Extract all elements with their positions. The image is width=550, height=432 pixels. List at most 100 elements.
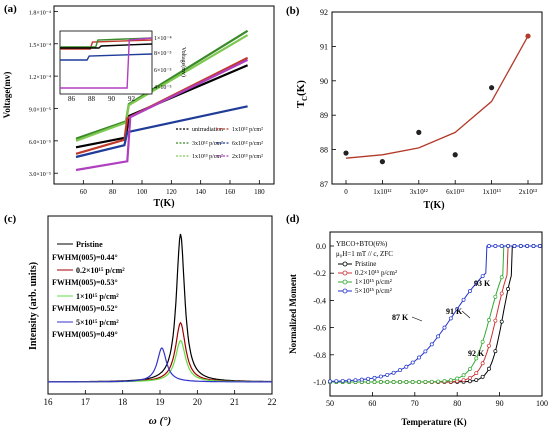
d-series-marker (442, 325, 447, 330)
d-series-marker (417, 379, 421, 384)
a-series-line (75, 58, 249, 172)
a-series-line (75, 34, 249, 142)
d-ytick-label: -1.0 (313, 378, 326, 387)
panel-b-points (343, 33, 531, 165)
b-xtick-label: 1x10¹³ (482, 188, 500, 196)
a-xtick-label: 180 (254, 188, 265, 196)
c-xtick-label: 22 (268, 397, 277, 407)
inset-ytick-2: 6×10⁻⁵ (154, 68, 172, 74)
d-series-marker (531, 244, 536, 248)
legend-label-1e15: 1×10¹⁵ p/cm² (76, 292, 119, 301)
inset-xtick-86: 86 (68, 95, 76, 103)
panel-a-inset: 86 88 90 92 1×10⁻⁴ 8×10⁻⁵ 6×10⁻⁵ 4×10⁻⁵ … (59, 30, 187, 103)
d-series-marker (378, 380, 383, 384)
d-series-marker (474, 371, 479, 375)
panel-c-legend: Pristine FWHM(005)=0.44° 0.2×10¹⁵ p/cm² … (52, 240, 125, 339)
b-ytick-label: 88 (320, 146, 328, 155)
inset-line (60, 53, 153, 61)
d-series-marker (467, 289, 472, 294)
b-ytick-label: 91 (320, 42, 328, 51)
legend-label-d-5e15: 5×10¹⁵ p/cm² (355, 287, 392, 295)
legend-marker-d-1e15 (342, 279, 348, 285)
d-series-marker (480, 374, 485, 379)
legend-label-6e12: 6x10¹² p/cm² (232, 141, 263, 147)
panel-d-header-2: μ₀H=1 mT // c, ZFC (336, 250, 393, 258)
d-series-marker (410, 380, 415, 384)
b-xtick-label: 3x10¹² (410, 188, 428, 196)
d-series-marker (493, 349, 498, 354)
d-series-marker (366, 376, 371, 381)
annotation-87k: 87 K (392, 313, 409, 322)
legend-label-1e12: 1x10¹² p/cm² (232, 127, 263, 133)
panel-d-label: (d) (286, 213, 300, 225)
panel-c-xlabel: ω (°) (149, 415, 171, 427)
panel-d-xlabel: Temperature (K) (401, 417, 466, 427)
d-series-marker (391, 380, 396, 384)
c-xtick-label: 19 (156, 397, 166, 407)
panel-c-series (48, 233, 273, 383)
inset-ytick-1: 8×10⁻⁵ (154, 51, 172, 57)
d-series-marker (499, 275, 504, 280)
inset-line (60, 39, 153, 50)
panel-a-yticks: 3.0×10⁻⁵ 6.0×10⁻⁵ 9.0×10⁻⁵ 1.2×10⁻⁴ 1.5×10⁻⁴… (29, 10, 58, 178)
d-series-marker (480, 361, 485, 366)
c-xtick-label: 18 (118, 397, 128, 407)
panel-b-ylabel: T C (K) (295, 80, 309, 108)
annotation-91k: 91 K (446, 307, 463, 316)
panel-b-ylabel-tail: (K) (295, 80, 307, 96)
legend-label-unirradiation: unirradiation (192, 127, 223, 133)
inset-ytick-0: 1×10⁻⁴ (154, 36, 172, 42)
d-series-marker (487, 366, 491, 371)
d-series-marker (506, 286, 511, 291)
d-series-marker (385, 372, 390, 377)
d-series-marker (487, 317, 491, 322)
b-xtick-label: 1x10¹² (373, 188, 391, 196)
d-series-marker (429, 379, 434, 384)
d-xtick-label: 50 (326, 399, 334, 408)
legend-marker-d-02e15 (342, 270, 348, 276)
d-series-marker (493, 318, 498, 323)
d-series-marker (378, 374, 383, 379)
legend-label-pristine: Pristine (76, 240, 103, 249)
a-series-line (75, 105, 248, 159)
c-series-curve (48, 347, 272, 383)
legend-label-d-1e15: 1×10¹⁵ p/cm² (355, 278, 392, 286)
panel-c: (c) 16 17 18 19 20 21 22 ω (°) Intensity (arb.… (4, 213, 277, 427)
a-ytick-label: 1.8×10⁻⁴ (29, 10, 51, 16)
d-series-marker (359, 377, 364, 382)
panel-d-series (328, 244, 542, 384)
d-series-marker (340, 378, 345, 383)
panel-b-yticks: 87 88 89 90 91 92 (320, 8, 336, 189)
panel-b-ylabel-main: T (295, 100, 307, 108)
d-series-marker (423, 379, 428, 384)
panel-b-label: (b) (286, 5, 300, 17)
d-series-marker (347, 378, 352, 383)
inset-line (60, 43, 153, 49)
panel-d-legend: Pristine 0.2×10¹⁵ p/cm² 1×10¹⁵ p/cm² 5×1… (338, 260, 397, 295)
d-series-marker (404, 364, 409, 369)
b-data-point (489, 85, 495, 91)
a-ytick-label: 6.0×10⁻⁵ (29, 140, 51, 146)
panel-a-ylabel: Voltage(mv) (2, 72, 12, 119)
d-series-marker (404, 380, 409, 384)
d-series-marker (436, 379, 441, 384)
panel-a: (a) 3.0×10⁻⁵ 6.0×10⁻⁵ 9.0×10⁻⁵ 1.2×10⁻⁴ 1.5×… (2, 3, 275, 209)
d-series-marker (493, 244, 498, 248)
d-series-marker (493, 294, 498, 299)
d-series-marker (417, 355, 421, 360)
d-series-marker (391, 370, 396, 375)
d-series-marker (474, 378, 479, 382)
c-xtick-label: 21 (230, 397, 239, 407)
legend-label-02e15: 0.2×10¹⁵ p/cm² (76, 266, 125, 275)
d-xtick-label: 80 (453, 399, 461, 408)
a-ytick-label: 1.5×10⁻⁴ (29, 43, 51, 49)
d-series-marker (467, 367, 472, 372)
d-series-marker (328, 379, 332, 384)
legend-label-1e13: 1x10¹³ p/cm² (192, 154, 223, 160)
legend-marker-d-5e15 (342, 288, 348, 294)
d-series-marker (487, 343, 491, 348)
a-xtick-label: 80 (109, 188, 117, 196)
d-series-marker (398, 368, 402, 373)
d-ytick-label: -0.8 (313, 351, 326, 360)
